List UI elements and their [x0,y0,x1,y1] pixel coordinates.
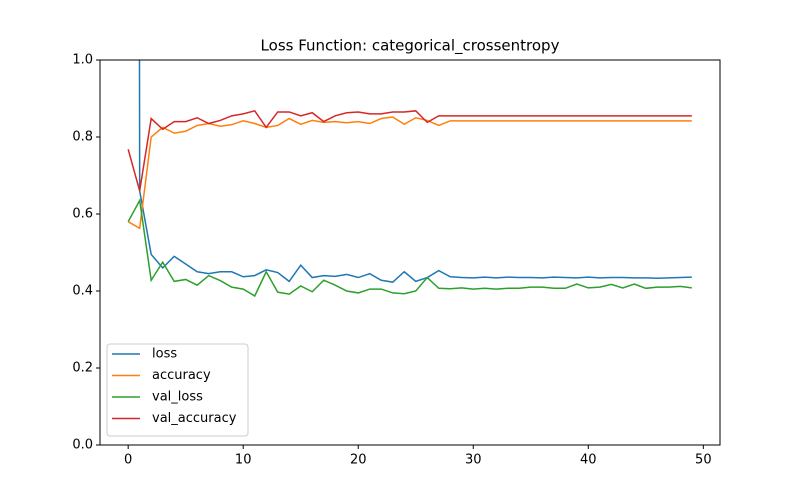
y-tick-label: 0.4 [72,284,93,299]
y-tick-label: 0.2 [72,361,93,376]
legend-label: accuracy [152,368,211,383]
axes-frame [99,59,721,446]
y-tick-label: 1.0 [72,53,93,68]
legend-label: loss [152,347,177,362]
x-tick-label: 20 [350,453,367,468]
x-tick-label: 10 [235,453,252,468]
y-tick-label: 0.8 [72,130,93,145]
series-line [138,60,692,283]
legend-box [106,343,249,437]
x-tick-label: 40 [580,453,597,468]
series-line [127,198,692,298]
x-tick-label: 30 [465,453,482,468]
chart-title: Loss Function: categorical_crossentropy [261,37,560,56]
plot-area [127,60,692,298]
series-line [127,109,692,192]
y-tick-label: 0.6 [72,207,93,222]
legend-label: val_accuracy [152,411,237,426]
y-tick-label: 0.0 [72,438,93,453]
x-tick-label: 0 [124,453,132,468]
legend-label: val_loss [152,390,203,405]
x-tick-label: 50 [695,453,712,468]
series-line [127,116,692,230]
